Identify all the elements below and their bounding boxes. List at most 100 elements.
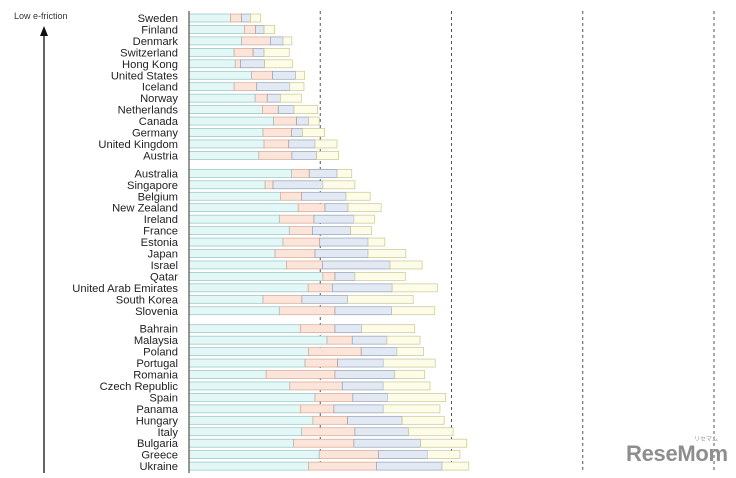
country-label: United States — [111, 70, 179, 82]
bar-segment — [382, 404, 441, 414]
bar-segment — [188, 93, 256, 103]
bar-segment — [188, 450, 320, 459]
bar-segment — [241, 36, 271, 46]
bar-segment — [188, 283, 309, 293]
country-label: Italy — [157, 427, 178, 439]
bar-segment — [188, 59, 236, 69]
bar-segment — [387, 393, 447, 402]
bar-segment — [188, 404, 301, 414]
bar-segment — [291, 128, 303, 137]
country-label: Singapore — [127, 180, 178, 192]
bar-segment — [334, 324, 363, 334]
country-label: Japan — [148, 249, 178, 261]
bar-segment — [188, 116, 274, 126]
country-label: Israel — [151, 260, 178, 272]
bar-segment — [408, 427, 454, 437]
bar-segment — [188, 169, 292, 178]
country-label: Hungary — [136, 415, 179, 427]
bar-segment — [299, 404, 335, 414]
bar-segment — [288, 139, 316, 149]
bar-segment — [280, 191, 302, 201]
bar-segment — [188, 151, 260, 160]
bar-segment — [188, 335, 328, 345]
country-label: United Kingdom — [98, 139, 178, 151]
bar-segment — [299, 324, 336, 334]
country-label: Bulgaria — [137, 438, 179, 450]
bar-segment — [291, 169, 310, 178]
country-label: United Arab Emirates — [72, 283, 178, 295]
bar-segment — [324, 203, 349, 213]
country-label: Germany — [132, 128, 178, 140]
bar-segment — [286, 260, 323, 270]
bar-segment — [316, 151, 339, 160]
country-label: Estonia — [141, 237, 179, 249]
bar-segment — [278, 306, 336, 316]
bar-segment — [188, 191, 281, 201]
bar-segment — [188, 347, 310, 356]
bar-segment — [334, 370, 396, 379]
bar-segment — [188, 180, 266, 190]
bar-segment — [313, 214, 355, 224]
country-label: Romania — [133, 370, 179, 382]
y-axis-caption: Low e-friction — [14, 11, 68, 21]
bar-segment — [353, 438, 421, 448]
bar-segment — [263, 47, 290, 57]
country-label: Czech Republic — [100, 381, 179, 393]
country-label: Australia — [134, 168, 178, 180]
bar-segment — [308, 347, 362, 356]
bar-segment — [188, 128, 264, 137]
country-label: Bahrain — [139, 324, 178, 336]
bar-segment — [288, 226, 313, 235]
bar-segment — [322, 260, 391, 270]
bar-segment — [188, 438, 294, 448]
bar-segment — [360, 347, 398, 356]
country-label: Austria — [143, 150, 179, 162]
bar-segment — [272, 180, 324, 190]
bar-segment — [295, 70, 305, 80]
bar-segment — [354, 427, 409, 437]
bar-segment — [314, 139, 338, 149]
bar-segment — [272, 70, 296, 80]
bar-segment — [336, 169, 353, 178]
bar-segment — [289, 381, 343, 391]
bar-segment — [308, 461, 377, 471]
country-label: France — [143, 226, 178, 238]
bar-segment — [188, 214, 280, 224]
bar-segment — [188, 105, 263, 114]
bar-segment — [188, 260, 288, 270]
bar-segment — [188, 370, 267, 379]
bar-segment — [301, 427, 356, 437]
bar-segment — [297, 203, 326, 213]
bar-segment — [262, 105, 279, 114]
bar-segment — [188, 427, 302, 437]
bar-segment — [314, 249, 369, 258]
bar-segment — [188, 324, 301, 334]
bar-segment — [233, 82, 258, 92]
bar-segment — [230, 13, 242, 23]
bar-segment — [188, 226, 290, 235]
bar-segment — [308, 169, 338, 178]
bar-segment — [302, 128, 325, 137]
bar-segment — [266, 93, 281, 103]
bar-segment — [347, 415, 403, 425]
bar-segment — [263, 25, 275, 34]
bar-segment — [420, 438, 468, 448]
bar-segment — [188, 82, 235, 92]
bar-segment — [296, 116, 310, 126]
bar-segment — [265, 370, 336, 379]
bar-segment — [312, 415, 348, 425]
bar-segment — [386, 335, 421, 345]
bar-segment — [401, 415, 445, 425]
country-label: Switzerland — [120, 47, 178, 59]
bar-segment — [188, 25, 246, 34]
bar-segment — [251, 70, 273, 80]
country-label: Qatar — [150, 271, 178, 283]
bar-segment — [282, 237, 321, 247]
country-label: Poland — [143, 347, 178, 359]
bar-segment — [318, 450, 379, 459]
country-label: Canada — [139, 116, 179, 128]
bar-segment — [188, 381, 291, 391]
bar-segment — [255, 25, 265, 34]
bar-segment — [280, 93, 302, 103]
